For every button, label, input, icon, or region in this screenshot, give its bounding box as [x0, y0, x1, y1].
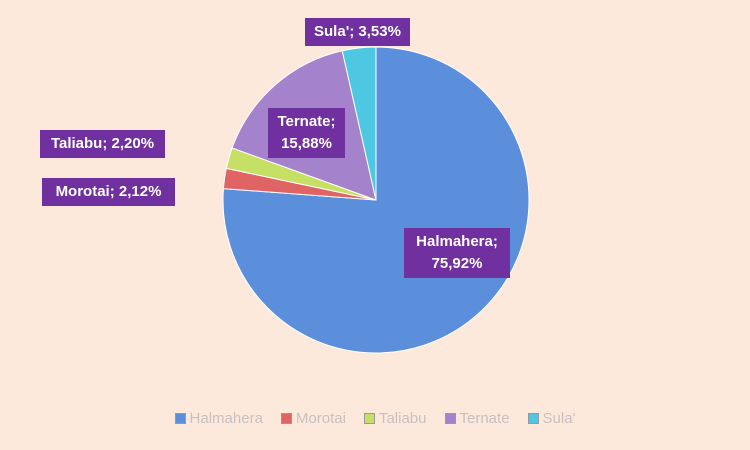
legend: Halmahera Morotai Taliabu Ternate Sula' [0, 410, 750, 427]
legend-item: Taliabu [363, 410, 427, 427]
legend-swatch [527, 413, 539, 424]
data-label: Morotai; 2,12% [42, 178, 175, 206]
data-label: Ternate; 15,88% [268, 108, 345, 158]
legend-item: Ternate [444, 410, 510, 427]
legend-label: Morotai [295, 410, 346, 427]
legend-label: Ternate [459, 410, 510, 427]
legend-swatch [363, 413, 375, 424]
data-label: Halmahera; 75,92% [404, 228, 510, 278]
data-label: Taliabu; 2,20% [40, 130, 165, 158]
data-label: Sula'; 3,53% [305, 18, 410, 46]
legend-label: Taliabu [378, 410, 427, 427]
legend-label: Halmahera [189, 410, 263, 427]
legend-label: Sula' [542, 410, 576, 427]
legend-swatch [444, 413, 456, 424]
legend-swatch [174, 413, 186, 424]
legend-swatch [280, 413, 292, 424]
pie-slice [341, 46, 377, 201]
legend-item: Halmahera [174, 410, 263, 427]
legend-item: Sula' [527, 410, 576, 427]
legend-item: Morotai [280, 410, 346, 427]
